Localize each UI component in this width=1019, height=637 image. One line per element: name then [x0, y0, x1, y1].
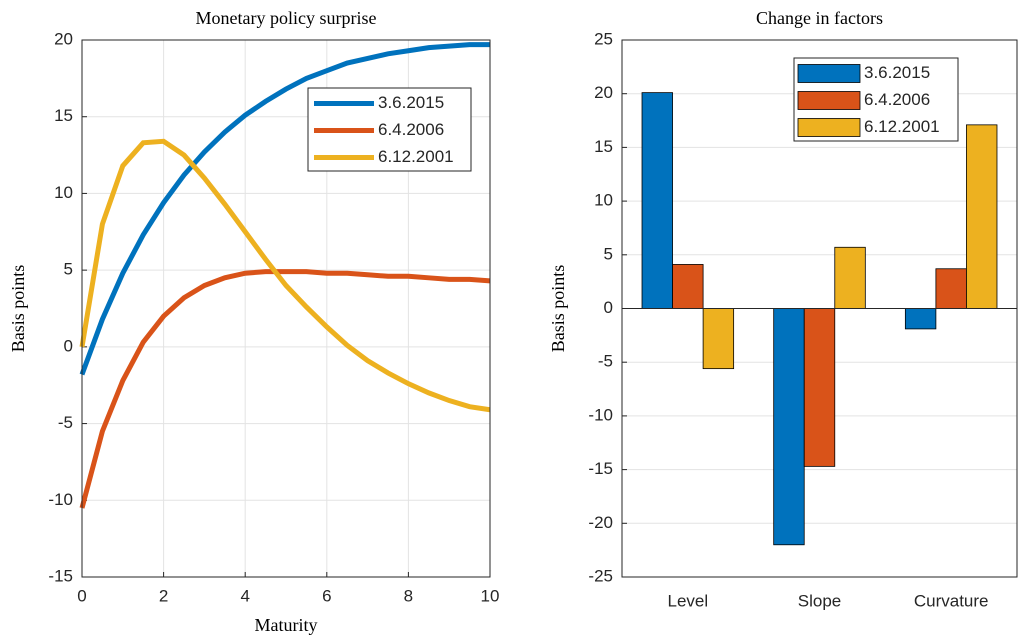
y-tick-label: -5 — [58, 413, 73, 432]
legend-label: 6.4.2006 — [378, 120, 444, 139]
x-tick-label: Curvature — [914, 591, 989, 610]
bar — [834, 246, 866, 309]
x-tick-label: 2 — [159, 586, 168, 605]
legend-label: 3.6.2015 — [378, 93, 444, 112]
line-series — [79, 269, 491, 509]
x-tick-label: 6 — [322, 586, 331, 605]
y-tick-label: -10 — [48, 490, 73, 509]
legend-label: 6.4.2006 — [864, 90, 930, 109]
line-series — [79, 138, 491, 413]
y-tick-label: 25 — [594, 29, 613, 48]
y-tick-label: 0 — [64, 336, 73, 355]
x-axis-label: Maturity — [255, 615, 318, 635]
bar — [935, 268, 967, 309]
x-tick-label: 4 — [240, 586, 249, 605]
legend-swatch — [797, 118, 861, 137]
y-axis-label: Basis points — [548, 265, 568, 353]
y-tick-label: 15 — [594, 137, 613, 156]
bar — [966, 124, 998, 309]
x-tick-label: Slope — [798, 591, 841, 610]
legend-label: 3.6.2015 — [864, 63, 930, 82]
legend-swatch — [797, 64, 861, 83]
y-tick-label: 20 — [594, 83, 613, 102]
x-tick-label: Level — [668, 591, 709, 610]
y-tick-label: 0 — [604, 298, 613, 317]
y-tick-label: 15 — [54, 106, 73, 125]
y-tick-label: -25 — [588, 566, 613, 585]
y-tick-label: 10 — [594, 191, 613, 210]
x-tick-label: 8 — [404, 586, 413, 605]
x-tick-label: 10 — [481, 586, 500, 605]
y-tick-label: -15 — [588, 459, 613, 478]
y-tick-label: 5 — [64, 260, 73, 279]
y-tick-label: -15 — [48, 566, 73, 585]
x-tick-label: 0 — [77, 586, 86, 605]
bar — [904, 308, 937, 330]
chart-title: Change in factors — [756, 8, 883, 28]
y-tick-label: -10 — [588, 405, 613, 424]
legend-label: 6.12.2001 — [864, 117, 940, 136]
axes-box — [621, 39, 1018, 578]
line-series — [79, 42, 490, 376]
bar — [672, 264, 704, 309]
y-axis-label: Basis points — [8, 265, 28, 353]
y-tick-label: 5 — [604, 244, 613, 263]
axes-box — [81, 39, 491, 578]
bar — [702, 308, 735, 370]
bar — [803, 308, 836, 467]
bar — [773, 308, 805, 546]
y-tick-label: -20 — [588, 513, 613, 532]
bar — [641, 92, 673, 309]
y-tick-label: 20 — [54, 29, 73, 48]
legend-swatch — [797, 91, 861, 110]
y-tick-label: 10 — [54, 183, 73, 202]
legend-label: 6.12.2001 — [378, 147, 454, 166]
y-tick-label: -5 — [598, 352, 613, 371]
chart-title: Monetary policy surprise — [196, 8, 377, 28]
